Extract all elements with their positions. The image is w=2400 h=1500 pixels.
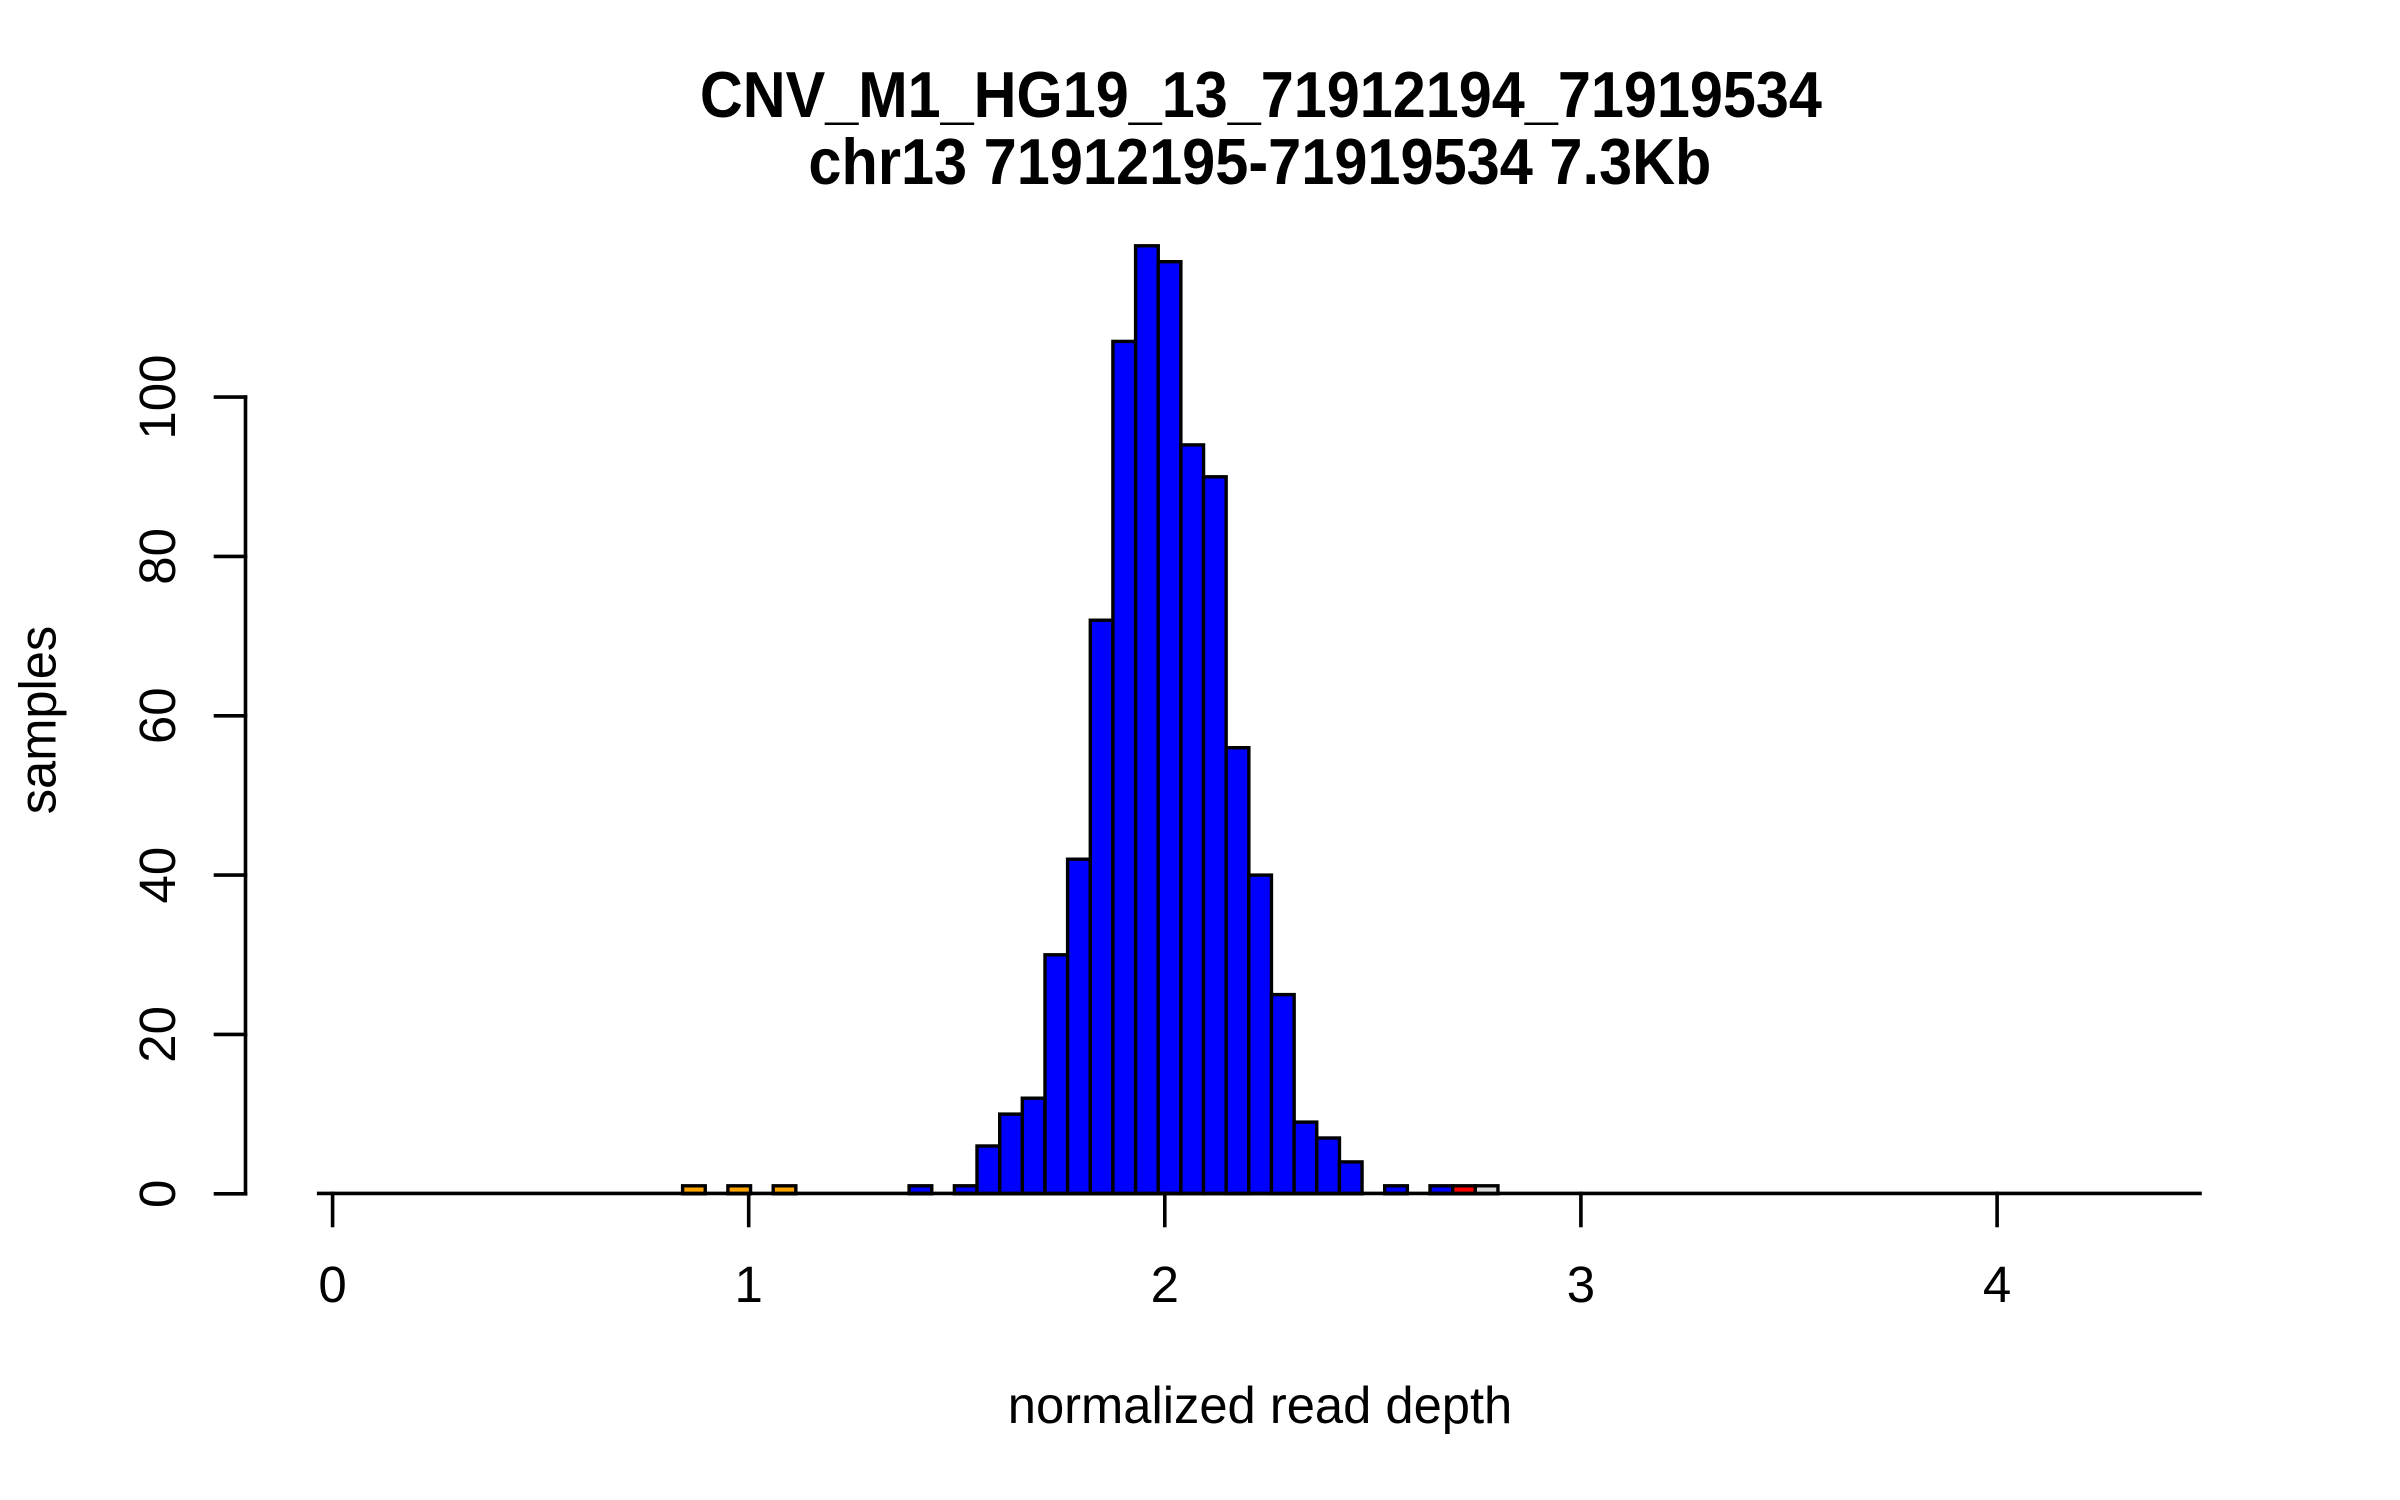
svg-text:20: 20 (129, 1006, 186, 1063)
svg-text:chr13 71912195-71919534 7.3Kb: chr13 71912195-71919534 7.3Kb (808, 125, 1711, 198)
svg-text:0: 0 (129, 1180, 186, 1208)
svg-text:60: 60 (129, 687, 186, 744)
svg-text:100: 100 (129, 355, 186, 440)
svg-text:normalized read depth: normalized read depth (1008, 1377, 1513, 1435)
svg-text:4: 4 (1983, 1256, 2011, 1313)
svg-text:2: 2 (1151, 1256, 1179, 1313)
svg-text:40: 40 (129, 847, 186, 904)
svg-text:3: 3 (1567, 1256, 1595, 1313)
svg-text:samples: samples (10, 626, 68, 815)
svg-text:80: 80 (129, 528, 186, 585)
svg-text:0: 0 (318, 1256, 346, 1313)
svg-text:CNV_M1_HG19_13_71912194_719195: CNV_M1_HG19_13_71912194_71919534 (700, 58, 1822, 131)
svg-text:1: 1 (735, 1256, 763, 1313)
